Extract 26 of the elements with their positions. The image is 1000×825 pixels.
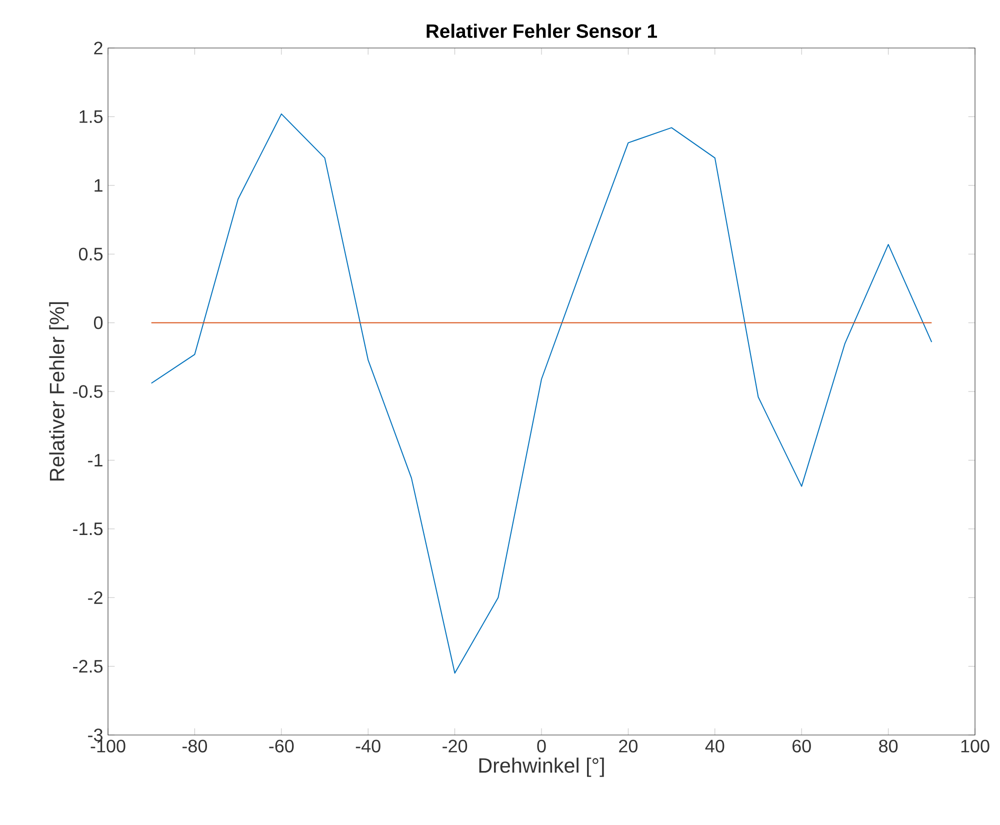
y-tick-label: -2.5 (73, 660, 103, 673)
x-tick-label: 80 (879, 740, 898, 752)
y-tick-label: 1.5 (80, 110, 103, 123)
x-tick-label: -20 (442, 740, 468, 752)
x-tick-label: 40 (705, 740, 724, 752)
y-tick-label: 0 (94, 316, 103, 330)
y-tick-label: -2 (88, 591, 102, 604)
y-tick-label: -3 (88, 728, 102, 742)
x-tick-label: -40 (356, 740, 380, 752)
x-tick-label: -60 (269, 740, 294, 752)
x-tick-label: 100 (961, 740, 990, 752)
x-tick-label: 0 (537, 740, 546, 752)
x-tick-label: -100 (90, 740, 126, 752)
chart-title: Relativer Fehler Sensor 1 (426, 24, 657, 38)
x-axis-title: Drehwinkel [°] (479, 758, 604, 777)
x-tick-label: 60 (792, 740, 811, 752)
y-tick-label: 2 (94, 42, 102, 54)
line-series (150, 113, 932, 674)
y-axis-title: Relativer Fehler [%] (49, 302, 68, 481)
y-tick-label: 1 (94, 179, 102, 192)
y-tick-label: 0.5 (78, 248, 103, 260)
y-tick-label: -1.5 (73, 522, 103, 536)
y-tick-label: -1 (88, 454, 102, 466)
x-tick-label: -80 (182, 740, 207, 752)
y-tick-label: -0.5 (73, 385, 103, 398)
x-tick-label: 20 (619, 740, 638, 752)
